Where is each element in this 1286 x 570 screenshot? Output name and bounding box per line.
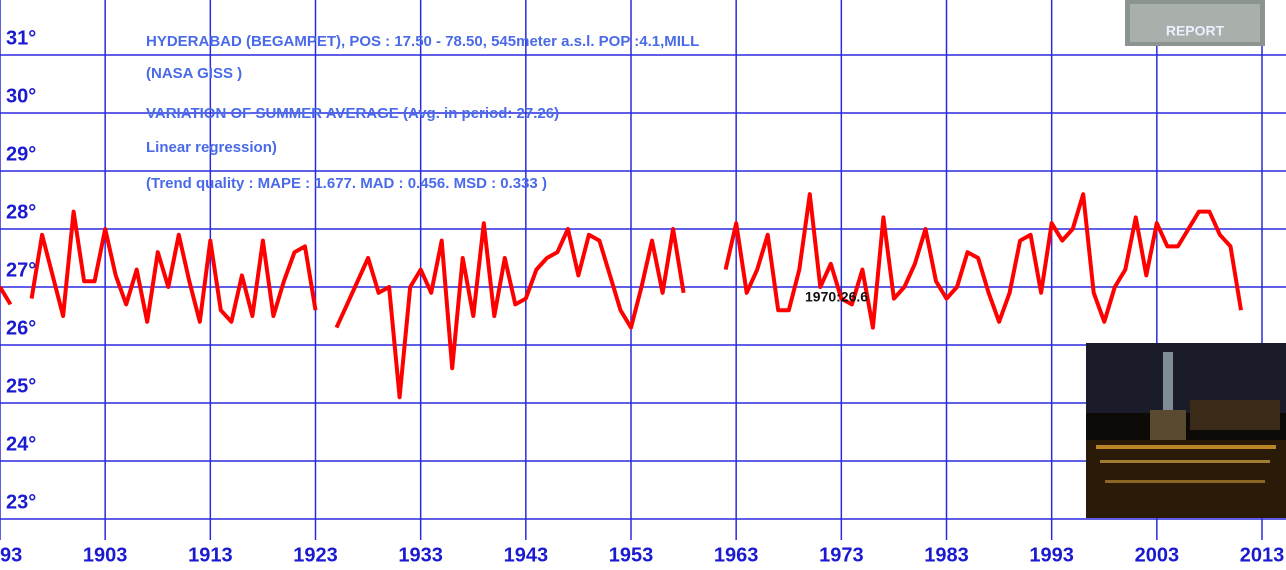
buildings — [1190, 400, 1280, 430]
y-tick-label: 31° — [6, 27, 36, 49]
x-tick-label: 1923 — [293, 544, 338, 566]
chart-title: HYDERABAD (BEGAMPET), POS : 17.50 - 78.5… — [146, 33, 699, 50]
y-tick-label: 23° — [6, 491, 36, 513]
lights — [1100, 460, 1270, 463]
subtitle: Linear regression) — [146, 139, 277, 156]
photo — [1086, 343, 1286, 518]
y-tick-label: 28° — [6, 201, 36, 223]
y-tick-label: 26° — [6, 317, 36, 339]
data-line — [0, 192, 1243, 400]
x-tick-label: 1953 — [609, 544, 654, 566]
x-tick-label: 1913 — [188, 544, 233, 566]
y-tick-label: 29° — [6, 143, 36, 165]
x-tick-label: 1973 — [819, 544, 864, 566]
y-tick-label: 24° — [6, 433, 36, 455]
x-tick-label: 1943 — [504, 544, 549, 566]
x-tick-label: 1893 — [0, 544, 22, 566]
lights — [1105, 480, 1265, 483]
x-tick-label: 1993 — [1029, 544, 1074, 566]
y-tick-label: 25° — [6, 375, 36, 397]
subtitle: VARIATION OF SUMMER AVERAGE (Avg. in per… — [146, 105, 559, 122]
statue-base — [1150, 410, 1186, 440]
x-tick-label: 1903 — [83, 544, 128, 566]
statue — [1163, 352, 1173, 412]
lights — [1096, 445, 1276, 449]
x-tick-label: 2003 — [1135, 544, 1180, 566]
logo: REPORT — [1125, 0, 1265, 46]
y-tick-label: 27° — [6, 259, 36, 281]
x-tick-label: 1933 — [398, 544, 443, 566]
series — [0, 192, 1243, 400]
subtitle: (NASA GISS ) — [146, 65, 242, 82]
logo-inner — [1130, 4, 1260, 42]
subtitle: (Trend quality : MAPE : 1.677. MAD : 0.4… — [146, 175, 547, 192]
annotation: 1970:26.6 — [805, 289, 868, 305]
x-tick-label: 1963 — [714, 544, 759, 566]
x-tick-label: 1983 — [924, 544, 969, 566]
x-tick-label: 2013 — [1240, 544, 1285, 566]
text-layer: HYDERABAD (BEGAMPET), POS : 17.50 - 78.5… — [0, 27, 1284, 566]
logo-text: REPORT — [1166, 23, 1225, 39]
y-tick-label: 30° — [6, 85, 36, 107]
photo-water — [1086, 440, 1286, 518]
